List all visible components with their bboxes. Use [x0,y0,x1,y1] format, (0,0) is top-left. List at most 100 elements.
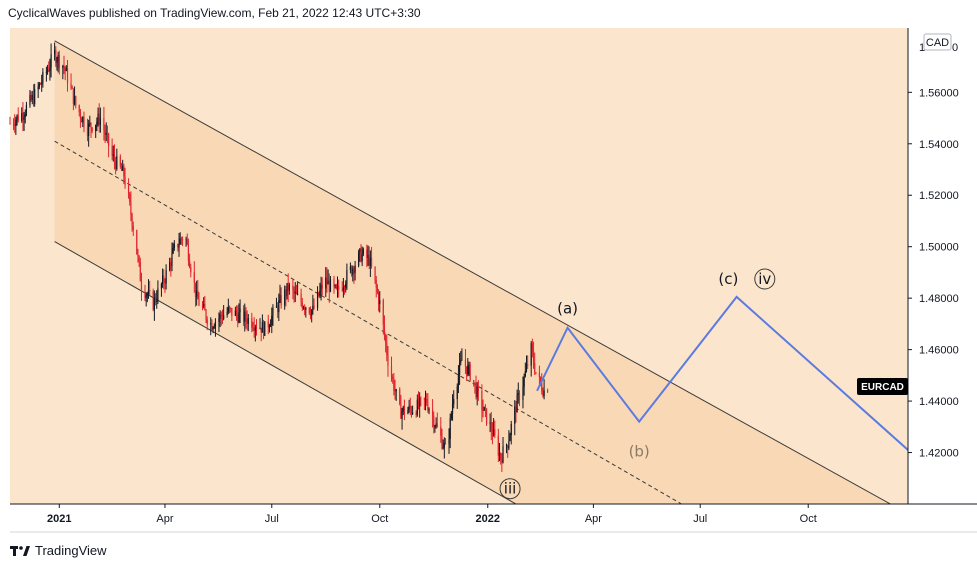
symbol-tag[interactable]: EURCAD [857,378,908,395]
candle [12,118,15,131]
candle-body [342,287,344,290]
candle-body [139,262,141,282]
candle [171,242,173,272]
candle [385,333,387,353]
candle-body [201,305,204,307]
candle [81,116,83,123]
candle-body [482,410,484,412]
candle-body [345,283,347,288]
candle [73,86,76,106]
candle [284,285,286,310]
candle-body [500,453,502,460]
candle-body [82,117,84,123]
candle [41,74,43,92]
y-tick-top-fragment: 1 [919,42,925,54]
candle-body [461,359,463,361]
candle-body [29,95,31,106]
candle-body [417,399,420,407]
candle-body [38,83,40,87]
candle [416,394,418,417]
candle [156,290,158,309]
candle-body [238,312,240,323]
candle [144,284,146,302]
candle-body [149,290,151,292]
candle [280,287,282,309]
candle-body [374,266,376,280]
candle [350,265,353,277]
candle [108,132,110,158]
candle [275,297,278,308]
candle [342,277,344,298]
candle [427,393,429,413]
candle [543,379,545,400]
candle-body [34,89,36,104]
candle-body [334,285,336,287]
candle-body [416,399,418,415]
candle [441,428,443,450]
candle [34,83,36,107]
candle-body [541,382,543,392]
x-tick-label: Apr [585,513,602,525]
candle [475,375,477,400]
candle [65,65,67,72]
tradingview-logo-icon [10,545,30,556]
candle [390,356,393,382]
candle-body [402,406,404,412]
candle-body [458,362,461,375]
candle [399,387,401,406]
currency-tag[interactable]: CAD [923,33,952,51]
y-tick-label: 1.46000 [919,345,959,357]
candle [55,46,57,67]
candle [516,389,518,413]
candle-body [45,71,47,73]
candle [198,292,200,307]
candle [31,90,33,105]
candle-body [223,315,225,320]
candle-body [255,327,258,329]
candle [295,284,298,295]
candle [382,298,384,335]
candle-body [98,113,100,125]
candle-body [475,383,477,398]
candle-body [218,318,220,322]
candle [370,247,373,269]
candle-body [305,307,307,310]
candle-body [399,389,401,405]
candle-body [510,424,512,436]
candle [210,317,212,336]
candle [83,111,85,133]
candle-body [113,154,116,162]
y-tick-label: 1.56000 [919,87,959,99]
candle-body [325,277,327,289]
candle [510,420,512,445]
candle-body [239,308,241,313]
candle-body [382,300,384,325]
candle-body [497,435,499,456]
candle [403,399,406,421]
candle-body [190,267,192,273]
wave-label: iv [758,270,771,288]
candle-body [508,441,510,449]
candle [419,392,421,418]
candle-body [21,112,23,121]
candle-body [542,391,544,397]
candle [235,305,238,321]
candle-body [483,406,485,411]
candle [443,437,445,459]
candle-body [443,443,445,448]
wave-label-circle [499,478,521,500]
y-tick-label: 1.48000 [919,293,959,305]
symbol-tag-label: EURCAD [861,382,904,393]
tradingview-brand[interactable]: TradingView [10,543,107,558]
candle [247,314,249,332]
candle [137,248,139,263]
candle-body [261,321,263,333]
candle-body [387,355,389,367]
candle [185,236,187,247]
candle-body [189,260,191,268]
y-tick-label: 1.44000 [919,396,959,408]
candle-body [316,292,319,308]
candle [254,324,256,342]
candle [218,312,220,333]
